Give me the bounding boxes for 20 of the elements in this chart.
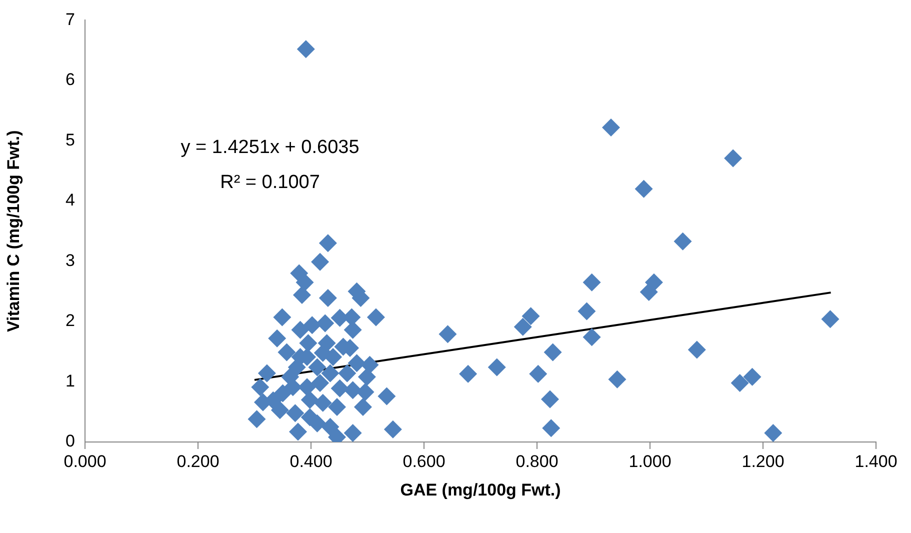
x-tick-label: 0.600 xyxy=(402,452,446,471)
y-tick-label: 0 xyxy=(66,432,75,451)
annotation: y = 1.4251x + 0.6035 xyxy=(180,137,360,158)
x-axis-title: GAE (mg/100g Fwt.) xyxy=(400,480,561,500)
x-tick-label: 1.200 xyxy=(742,452,784,471)
y-tick-label: 4 xyxy=(66,190,75,210)
annotation: R² = 0.1007 xyxy=(220,172,320,194)
y-tick-label: 3 xyxy=(66,250,75,270)
x-tick-label: 1.400 xyxy=(854,452,898,471)
y-tick-label: 6 xyxy=(66,70,75,90)
x-tick-label: 0.200 xyxy=(176,452,220,471)
y-tick-label: 5 xyxy=(66,130,75,150)
x-tick-label: 0.000 xyxy=(64,452,106,471)
y-axis-title: Vitamin C (mg/100g Fwt.) xyxy=(4,130,23,332)
y-tick-label: 7 xyxy=(66,10,75,29)
y-tick-label: 1 xyxy=(66,371,75,390)
x-tick-label: 0.400 xyxy=(290,452,332,471)
y-tick-label: 2 xyxy=(66,311,75,330)
x-tick-label: 1.000 xyxy=(628,452,672,471)
x-tick-label: 0.800 xyxy=(516,452,558,471)
